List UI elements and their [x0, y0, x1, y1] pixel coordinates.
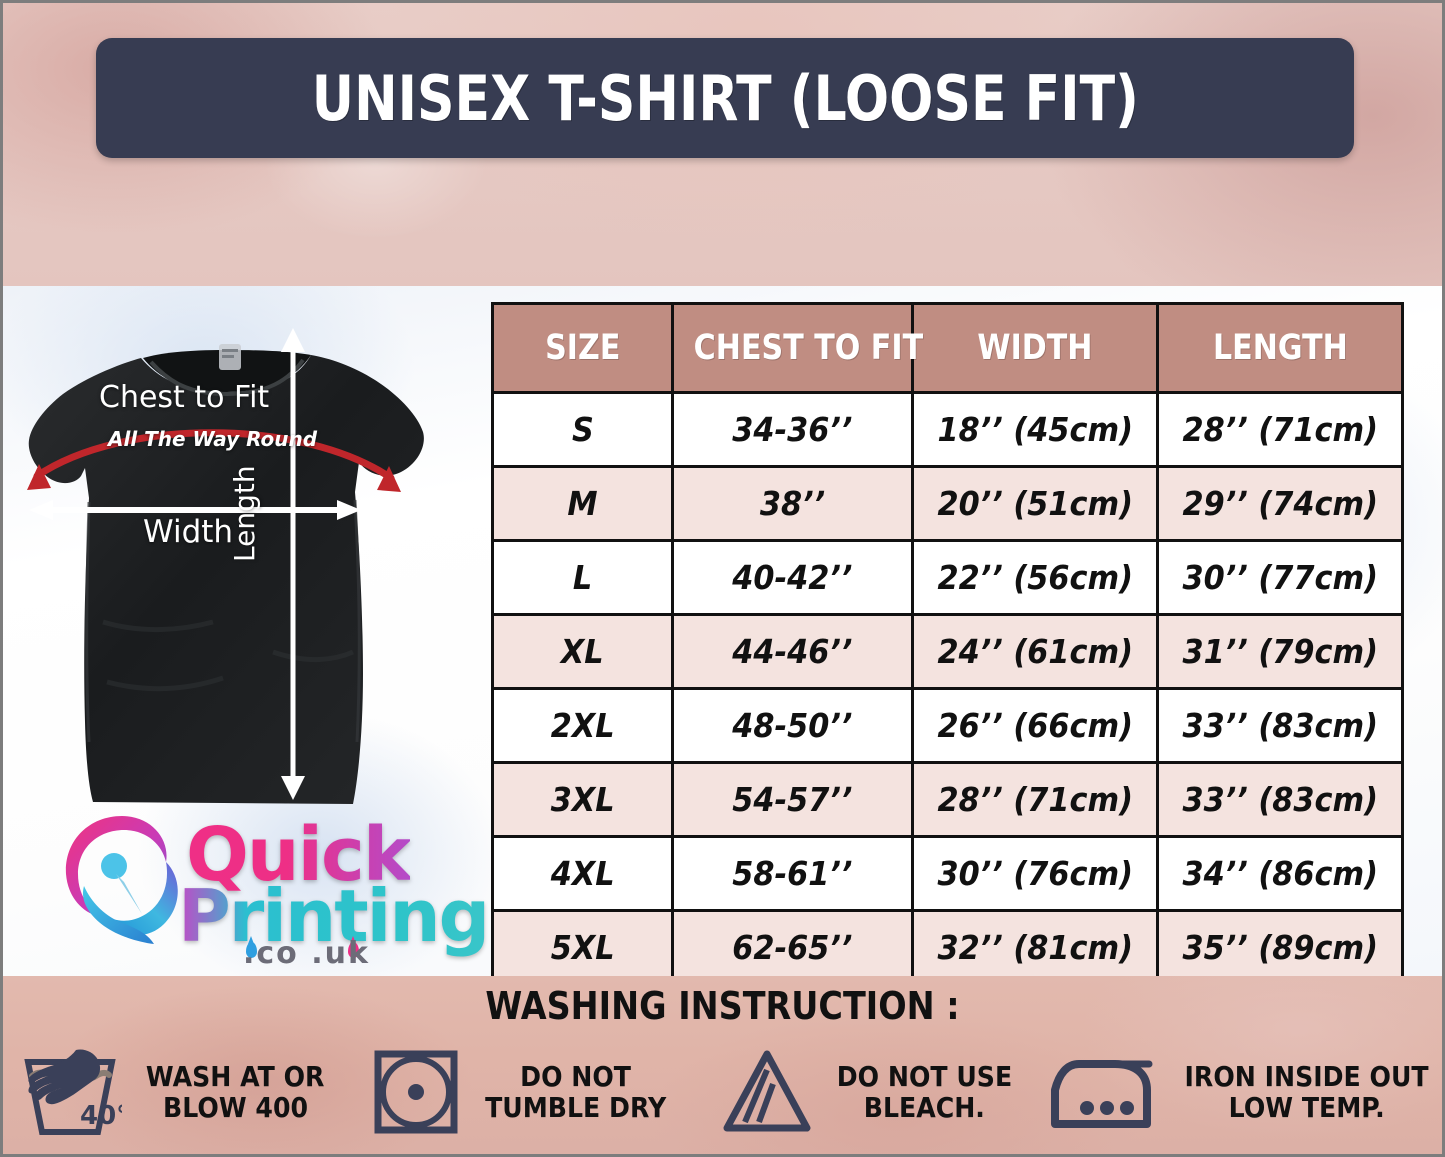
- cell-chest: 58-61’’: [671, 835, 914, 912]
- table-row: 5XL 62-65’’ 32’’ (81cm) 35’’ (89cm): [491, 909, 1404, 976]
- cell-length: 35’’ (89cm): [1156, 909, 1404, 976]
- table-row: 3XL 54-57’’ 28’’ (71cm) 33’’ (83cm): [491, 761, 1404, 838]
- cell-size: L: [491, 539, 674, 616]
- cell-size: XL: [491, 613, 674, 690]
- brand-logo: Quick Printing .co .uk: [58, 806, 490, 971]
- cell-chest: 44-46’’: [671, 613, 914, 690]
- cell-length: 34’’ (86cm): [1156, 835, 1404, 912]
- cell-length: 33’’ (83cm): [1156, 761, 1404, 838]
- tshirt-diagram: Chest to Fit All The Way Round Width Len…: [23, 322, 473, 822]
- header-chest-to-fit: CHEST TO FIT: [671, 302, 923, 394]
- logo-tld: .co .uk: [243, 936, 370, 971]
- cell-width: 32’’ (81cm): [911, 909, 1159, 976]
- washing-instructions-title: WASHING INSTRUCTION :: [485, 984, 960, 1028]
- logo-word-quick: Quick: [186, 812, 412, 898]
- table-header-row: SIZE CHEST TO FIT WIDTH LENGTH: [491, 302, 1404, 394]
- washing-icons-row: 40° WASH AT OR BLOW 400 DO NOT TUMBLE DR…: [3, 1034, 1442, 1150]
- cell-length: 30’’ (77cm): [1156, 539, 1404, 616]
- cell-length: 33’’ (83cm): [1156, 687, 1404, 764]
- cell-size: 2XL: [491, 687, 674, 764]
- content-panel: Chest to Fit All The Way Round Width Len…: [3, 286, 1442, 976]
- cell-chest: 40-42’’: [671, 539, 914, 616]
- wash-item-iron-low-temp: IRON INSIDE OUT LOW TEMP.: [1045, 1050, 1442, 1134]
- all-the-way-round-label: All The Way Round: [108, 427, 318, 451]
- table-row: 2XL 48-50’’ 26’’ (66cm) 33’’ (83cm): [491, 687, 1404, 764]
- title-banner: UNISEX T-SHIRT (LOOSE FIT): [96, 38, 1354, 158]
- cell-width: 26’’ (66cm): [911, 687, 1159, 764]
- wash-item-no-bleach: DO NOT USE BLEACH.: [698, 1048, 1045, 1136]
- iron-low-temp-icon: [1050, 1060, 1153, 1128]
- wash-item-label: DO NOT TUMBLE DRY: [485, 1059, 667, 1124]
- cell-length: 31’’ (79cm): [1156, 613, 1404, 690]
- cell-width: 22’’ (56cm): [911, 539, 1159, 616]
- water-drop-blue-icon: [246, 936, 257, 958]
- cell-length: 29’’ (74cm): [1156, 465, 1404, 542]
- tshirt-illustration-icon: [27, 328, 424, 804]
- cell-width: 20’’ (51cm): [911, 465, 1159, 542]
- cell-chest: 34-36’’: [671, 391, 914, 468]
- table-row: 4XL 58-61’’ 30’’ (76cm) 34’’ (86cm): [491, 835, 1404, 912]
- header-size: SIZE: [491, 302, 674, 394]
- wash-item-label: IRON INSIDE OUT LOW TEMP.: [1184, 1059, 1429, 1124]
- cell-length: 28’’ (71cm): [1156, 391, 1404, 468]
- logo-word-printing: Printing: [178, 874, 490, 958]
- table-row: S 34-36’’ 18’’ (45cm) 28’’ (71cm): [491, 391, 1404, 468]
- size-chart-table: SIZE CHEST TO FIT WIDTH LENGTH S 34-36’’…: [491, 302, 1404, 976]
- cell-width: 28’’ (71cm): [911, 761, 1159, 838]
- chest-to-fit-label: Chest to Fit: [99, 380, 270, 415]
- no-bleach-icon: [723, 1050, 811, 1132]
- washing-instructions-strip: WASHING INSTRUCTION : 40° WASH AT OR BLO…: [3, 976, 1442, 1154]
- cell-size: M: [491, 465, 674, 542]
- cell-width: 30’’ (76cm): [911, 835, 1159, 912]
- water-drop-pink-icon: [348, 936, 359, 958]
- cell-size: S: [491, 391, 674, 468]
- no-tumble-dry-icon: [374, 1050, 458, 1134]
- quick-printing-swirl-icon: [65, 816, 178, 944]
- wash-item-hand-wash: 40° WASH AT OR BLOW 400: [3, 1046, 350, 1138]
- cell-width: 24’’ (61cm): [911, 613, 1159, 690]
- table-row: M 38’’ 20’’ (51cm) 29’’ (74cm): [491, 465, 1404, 542]
- wash-item-label: DO NOT USE BLEACH.: [836, 1059, 1012, 1124]
- cell-chest: 48-50’’: [671, 687, 914, 764]
- cell-chest: 54-57’’: [671, 761, 914, 838]
- cell-width: 18’’ (45cm): [911, 391, 1159, 468]
- hand-wash-40-icon: 40°: [24, 1049, 122, 1135]
- width-label: Width: [143, 514, 234, 550]
- table-row: XL 44-46’’ 24’’ (61cm) 31’’ (79cm): [491, 613, 1404, 690]
- table-row: L 40-42’’ 22’’ (56cm) 30’’ (77cm): [491, 539, 1404, 616]
- wash-item-no-tumble-dry: DO NOT TUMBLE DRY: [350, 1047, 697, 1137]
- svg-text:40°: 40°: [80, 1101, 122, 1131]
- cell-chest: 62-65’’: [671, 909, 914, 976]
- cell-size: 4XL: [491, 835, 674, 912]
- header-width: WIDTH: [911, 302, 1159, 394]
- cell-size: 5XL: [491, 909, 674, 976]
- page-title: UNISEX T-SHIRT (LOOSE FIT): [311, 61, 1139, 135]
- header-length: LENGTH: [1156, 302, 1404, 394]
- length-label: Length: [228, 465, 261, 562]
- cell-chest: 38’’: [671, 465, 914, 542]
- cell-size: 3XL: [491, 761, 674, 838]
- wash-item-label: WASH AT OR BLOW 400: [146, 1059, 325, 1124]
